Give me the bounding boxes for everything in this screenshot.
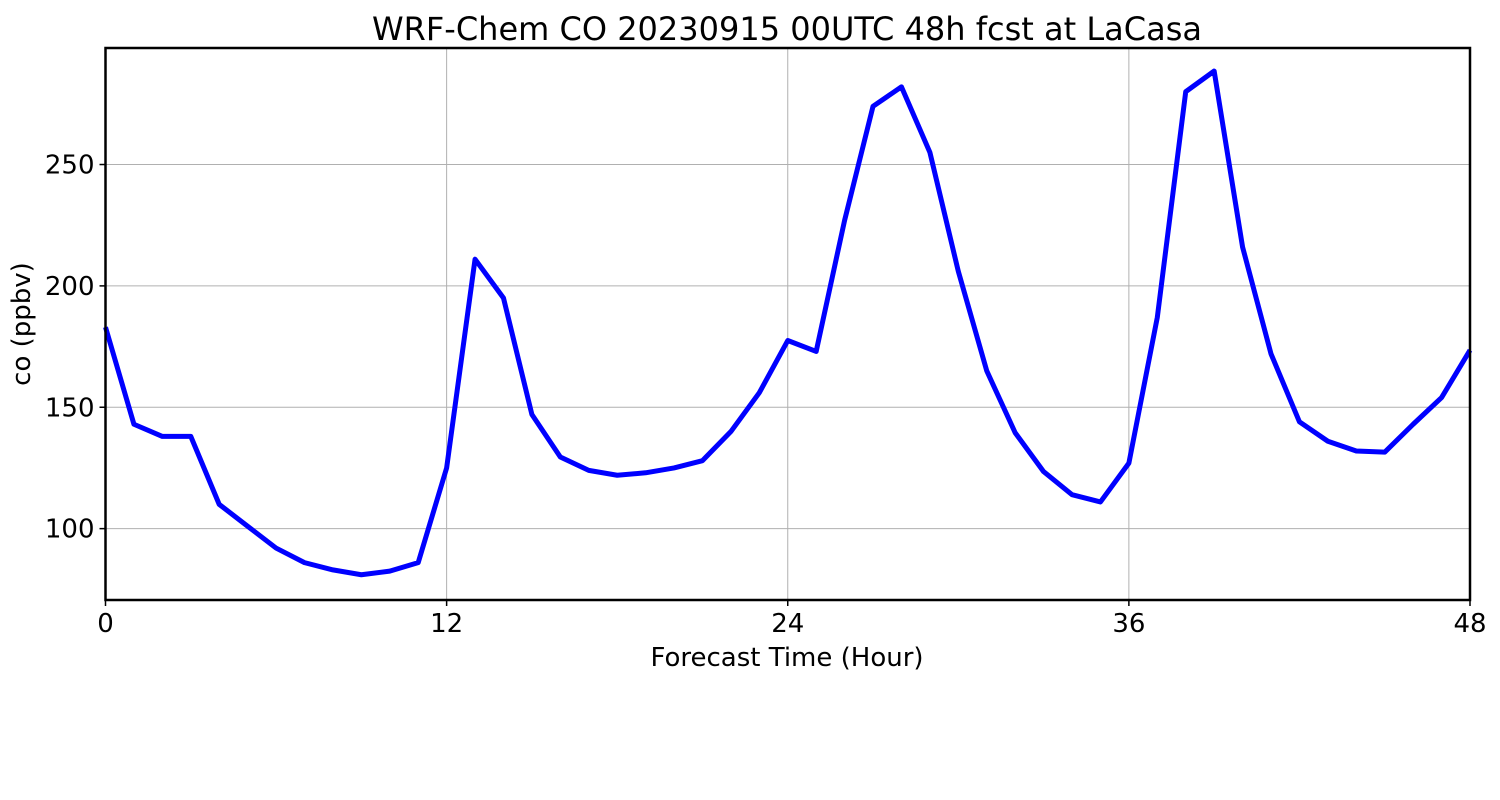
co-series-line — [103, 68, 1473, 578]
x-tick-label: 48 — [1453, 609, 1486, 639]
x-axis-ticks: 0 12 24 36 48 — [97, 600, 1487, 639]
x-tick-label: 12 — [430, 609, 463, 639]
y-tick-label: 200 — [45, 272, 95, 302]
y-axis-label: co (ppbv) — [7, 262, 37, 386]
y-tick-label: 100 — [45, 515, 95, 545]
x-tick-label: 36 — [1112, 609, 1145, 639]
series-layer — [103, 68, 1473, 578]
x-tick-label: 24 — [771, 609, 804, 639]
x-axis-label: Forecast Time (Hour) — [650, 643, 923, 673]
chart-title: WRF-Chem CO 20230915 00UTC 48h fcst at L… — [372, 10, 1202, 48]
x-tick-label: 0 — [97, 609, 114, 639]
y-tick-label: 150 — [45, 393, 95, 423]
y-axis-ticks: 100 150 200 250 — [45, 151, 106, 545]
y-tick-label: 250 — [45, 151, 95, 181]
